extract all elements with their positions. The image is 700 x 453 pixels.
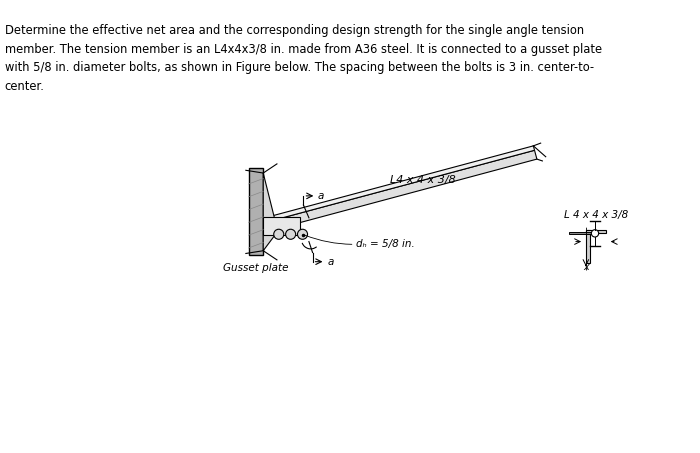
Bar [569,231,597,234]
Text: x: x [583,262,589,272]
Bar [586,230,589,263]
Circle shape [298,229,307,239]
Circle shape [286,229,295,239]
Polygon shape [260,146,535,224]
Text: L 4 x 4 x 3/8: L 4 x 4 x 3/8 [564,210,628,220]
Bar [248,169,263,255]
Text: Determine the effective net area and the corresponding design strength for the s: Determine the effective net area and the… [5,24,602,92]
Bar [263,217,300,235]
Bar [586,230,606,233]
Polygon shape [261,150,537,232]
Text: a: a [327,257,334,267]
Polygon shape [263,173,274,251]
Text: dₕ = 5/8 in.: dₕ = 5/8 in. [356,239,415,249]
Text: L4 x 4 x 3/8: L4 x 4 x 3/8 [390,175,456,185]
Circle shape [274,229,284,239]
Text: Gusset plate: Gusset plate [223,263,288,273]
Text: a: a [318,191,324,201]
Circle shape [592,230,598,237]
